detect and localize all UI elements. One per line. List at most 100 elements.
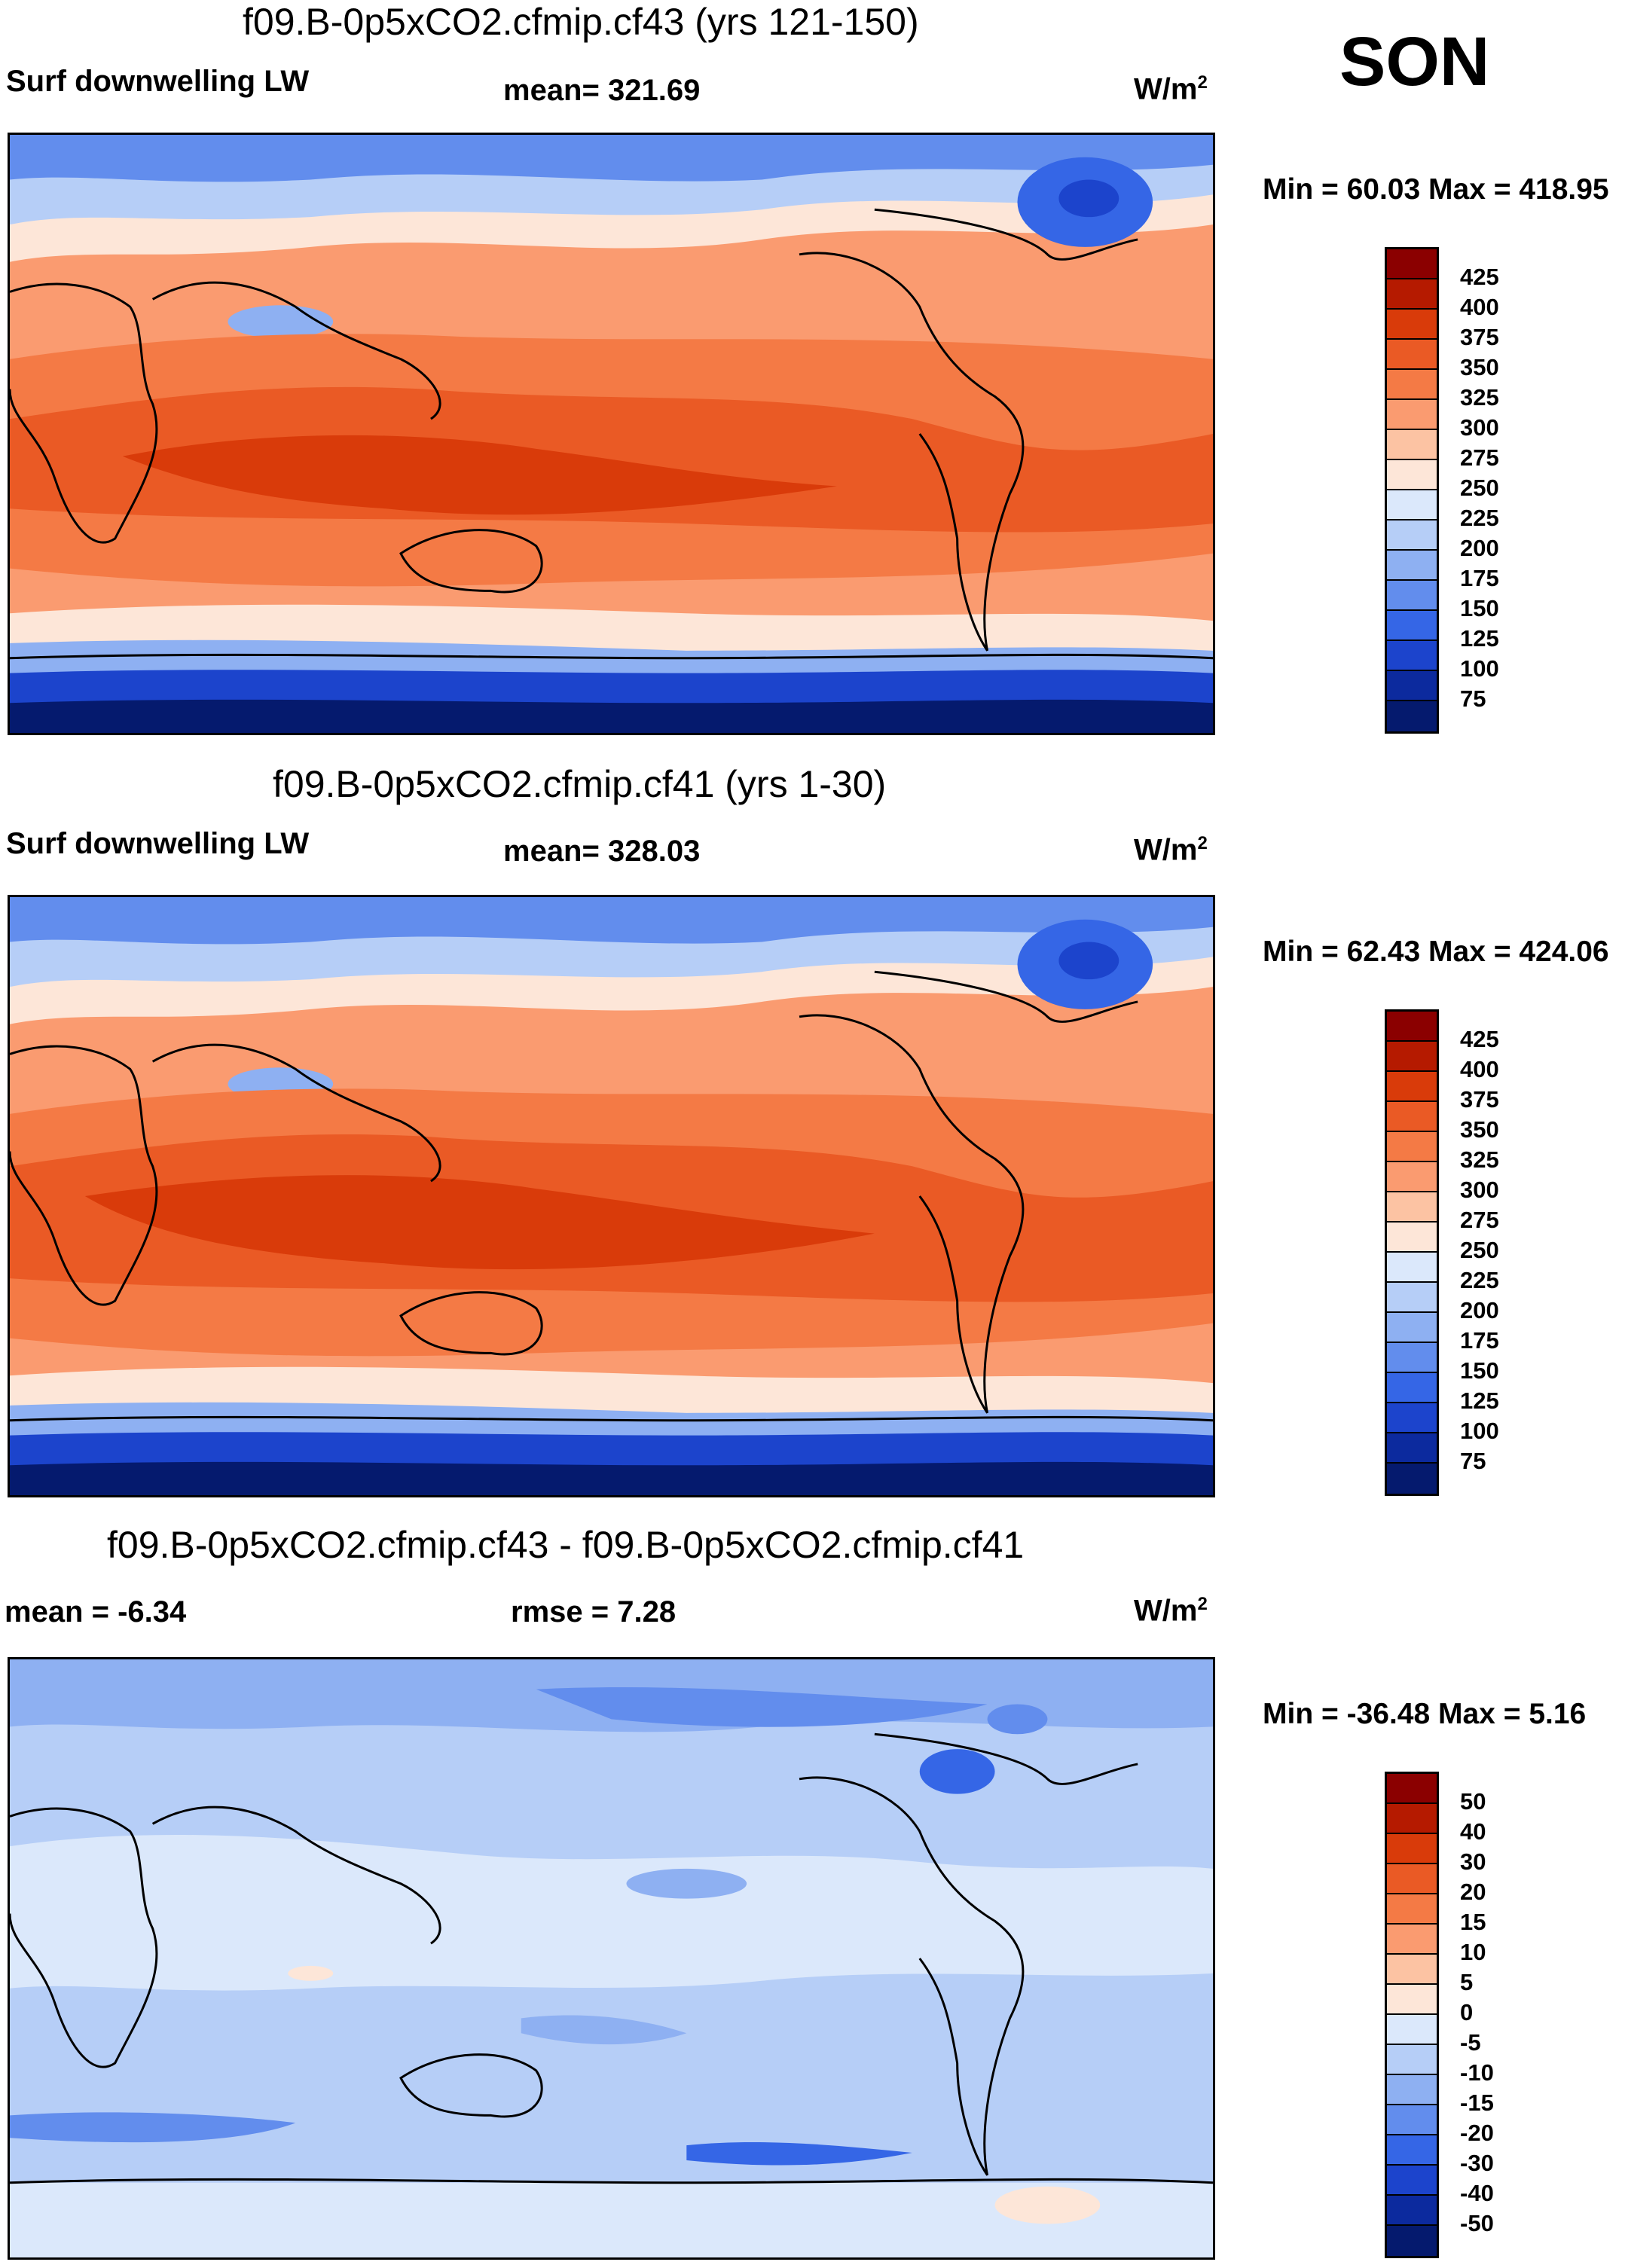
colorbar-swatch: [1387, 1373, 1437, 1403]
colorbar-tick-label: 425: [1460, 264, 1499, 290]
colorbar-tick-label: 225: [1460, 1267, 1499, 1293]
colorbar-swatch: [1387, 1403, 1437, 1433]
colorbar-swatch: [1387, 1834, 1437, 1864]
colorbar: [1385, 1009, 1439, 1496]
colorbar-tick-label: 0: [1460, 1999, 1474, 2025]
colorbar-swatch: [1387, 520, 1437, 551]
min-max-label: Min = -36.48 Max = 5.16: [1263, 1698, 1587, 1730]
colorbar-swatch: [1387, 1283, 1437, 1313]
colorbar-swatch: [1387, 1072, 1437, 1102]
colorbar-tick-label: -15: [1460, 2089, 1494, 2116]
colorbar-swatch: [1387, 2226, 1437, 2256]
colorbar-tick-label: 225: [1460, 505, 1499, 531]
colorbar-swatch: [1387, 1343, 1437, 1373]
min-max-label: Min = 60.03 Max = 418.95: [1263, 173, 1609, 206]
colorbar-swatch: [1387, 460, 1437, 490]
colorbar-tick-label: 325: [1460, 1146, 1499, 1173]
colorbar-tick-label: 350: [1460, 1116, 1499, 1143]
colorbar-tick-label: 40: [1460, 1818, 1486, 1845]
season-label: SON: [1339, 23, 1490, 100]
colorbar-tick-label: 250: [1460, 1237, 1499, 1263]
colorbar-swatch: [1387, 1162, 1437, 1192]
colorbar-swatch: [1387, 1132, 1437, 1162]
colorbar-swatch: [1387, 279, 1437, 310]
colorbar-swatch: [1387, 701, 1437, 731]
colorbar-swatch: [1387, 340, 1437, 370]
colorbar-tick-label: 300: [1460, 1177, 1499, 1203]
colorbar-tick-label: 75: [1460, 1448, 1486, 1474]
colorbar-swatch: [1387, 1774, 1437, 1804]
colorbar-swatch: [1387, 310, 1437, 340]
contour-map: [8, 133, 1215, 735]
colorbar-tick-label: 400: [1460, 1056, 1499, 1082]
colorbar-tick-label: 325: [1460, 384, 1499, 411]
colorbar-tick-label: 15: [1460, 1909, 1486, 1935]
mean-label: mean = -6.34: [5, 1595, 187, 1629]
colorbar-tick-label: 150: [1460, 595, 1499, 621]
colorbar-tick-label: 350: [1460, 354, 1499, 380]
colorbar-tick-label: 30: [1460, 1848, 1486, 1875]
colorbar-tick-label: 10: [1460, 1939, 1486, 1965]
colorbar-swatch: [1387, 2045, 1437, 2075]
colorbar-tick-label: 200: [1460, 1297, 1499, 1323]
colorbar-swatch: [1387, 641, 1437, 671]
colorbar-swatch: [1387, 2166, 1437, 2196]
panel-title: f09.B-0p5xCO2.cfmip.cf41 (yrs 1-30): [273, 763, 887, 805]
colorbar-tick-label: 375: [1460, 1086, 1499, 1113]
colorbar-swatch: [1387, 1313, 1437, 1343]
colorbar-tick-label: 275: [1460, 1207, 1499, 1233]
colorbar-swatch: [1387, 1192, 1437, 1223]
panel-title: f09.B-0p5xCO2.cfmip.cf43 (yrs 121-150): [243, 1, 919, 43]
colorbar-swatch: [1387, 249, 1437, 279]
colorbar-swatch: [1387, 1894, 1437, 1925]
colorbar: [1385, 247, 1439, 734]
colorbar-swatch: [1387, 1042, 1437, 1072]
rmse-label: rmse = 7.28: [511, 1595, 677, 1629]
colorbar-swatch: [1387, 2135, 1437, 2166]
colorbar-swatch: [1387, 490, 1437, 520]
units-label: W/m2: [1134, 72, 1208, 106]
colorbar-swatch: [1387, 1012, 1437, 1042]
colorbar-swatch: [1387, 430, 1437, 460]
colorbar-tick-label: 250: [1460, 475, 1499, 501]
panel-title: f09.B-0p5xCO2.cfmip.cf43 - f09.B-0p5xCO2…: [107, 1524, 1025, 1566]
colorbar-swatch: [1387, 400, 1437, 430]
mean-label: mean= 328.03: [503, 835, 701, 868]
units-label: W/m2: [1134, 833, 1208, 867]
colorbar-swatch: [1387, 1253, 1437, 1283]
colorbar-swatch: [1387, 370, 1437, 400]
colorbar-tick-label: -50: [1460, 2210, 1494, 2236]
colorbar-tick-label: 300: [1460, 414, 1499, 441]
colorbar-tick-label: 375: [1460, 324, 1499, 350]
colorbar-swatch: [1387, 2105, 1437, 2135]
colorbar-swatch: [1387, 2015, 1437, 2045]
colorbar-tick-label: -30: [1460, 2150, 1494, 2176]
colorbar-tick-label: -20: [1460, 2120, 1494, 2146]
colorbar-tick-label: -40: [1460, 2180, 1494, 2206]
colorbar-tick-label: -10: [1460, 2059, 1494, 2086]
colorbar-tick-label: 100: [1460, 1418, 1499, 1444]
colorbar-tick-label: 275: [1460, 444, 1499, 471]
colorbar-swatch: [1387, 1223, 1437, 1253]
colorbar-tick-label: 20: [1460, 1879, 1486, 1905]
colorbar-tick-label: 175: [1460, 565, 1499, 591]
colorbar-tick-label: 200: [1460, 535, 1499, 561]
colorbar-swatch: [1387, 1464, 1437, 1494]
contour-map: [8, 1657, 1215, 2260]
colorbar-swatch: [1387, 1864, 1437, 1894]
colorbar-tick-label: 425: [1460, 1026, 1499, 1052]
colorbar-swatch: [1387, 1102, 1437, 1132]
colorbar-tick-label: 150: [1460, 1357, 1499, 1384]
mean-label: mean= 321.69: [503, 74, 701, 107]
units-label: W/m2: [1134, 1594, 1208, 1628]
colorbar-swatch: [1387, 671, 1437, 701]
colorbar-tick-label: 75: [1460, 685, 1486, 712]
colorbar-tick-label: 50: [1460, 1788, 1486, 1815]
colorbar-swatch: [1387, 2196, 1437, 2226]
colorbar-swatch: [1387, 1925, 1437, 1955]
colorbar-swatch: [1387, 581, 1437, 611]
colorbar-swatch: [1387, 2075, 1437, 2105]
colorbar-swatch: [1387, 1804, 1437, 1834]
contour-map: [8, 895, 1215, 1497]
colorbar-tick-label: 175: [1460, 1327, 1499, 1354]
